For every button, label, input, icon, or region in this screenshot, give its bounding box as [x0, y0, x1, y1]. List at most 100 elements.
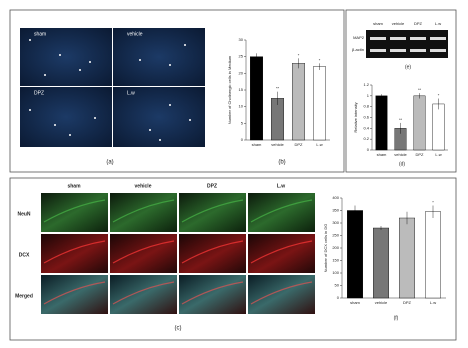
y-tick-label: 1: [367, 93, 370, 98]
annotation: *: [432, 200, 434, 205]
y-axis-label: Number of Cholinergic cells in Medium: [227, 55, 232, 124]
cell-layer: [112, 199, 175, 223]
y-tick-label: 250: [332, 233, 339, 238]
annotation: **: [276, 86, 280, 91]
frame-top-left: [9, 9, 345, 173]
micrograph: [113, 28, 205, 86]
x-tick-label: L.w: [435, 152, 441, 157]
cell-dot: [169, 104, 171, 106]
x-tick-label: sham: [350, 300, 360, 305]
micrograph: [179, 193, 246, 232]
annotation: *: [319, 57, 321, 62]
column-label: sham: [67, 183, 81, 189]
bar: [425, 211, 442, 299]
y-tick-label: 15: [239, 87, 244, 92]
x-tick-label: L.w: [430, 300, 436, 305]
x-tick-label: DPZ: [295, 142, 304, 147]
x-tick-label: DPZ: [416, 152, 425, 157]
micrograph: [41, 275, 108, 314]
group-label: vehicle: [127, 31, 143, 37]
bar: [249, 56, 263, 141]
cell-dot: [169, 64, 171, 66]
blot-row-label: β-actin: [352, 47, 364, 52]
blot-bands: [370, 37, 446, 52]
cell-layer: [112, 281, 175, 305]
micrograph: [248, 234, 315, 273]
column-label: L.w: [277, 183, 285, 189]
row-label: DCX: [19, 252, 30, 258]
cell-layer: [181, 281, 244, 305]
cell-dot: [29, 109, 31, 111]
bar: [373, 227, 390, 299]
cell-layer: [43, 281, 106, 305]
blot-column-label: L.w: [435, 21, 441, 26]
cell-layer: [250, 281, 313, 305]
cell-dot: [54, 124, 56, 126]
cell-dot: [189, 119, 191, 121]
cell-dot: [79, 69, 81, 71]
y-tick-label: 30: [239, 37, 244, 42]
cell-dot: [94, 117, 96, 119]
y-tick-label: 0.2: [363, 136, 369, 141]
annotation: **: [418, 87, 422, 92]
annotation: *: [298, 52, 300, 57]
annotation: **: [399, 117, 403, 122]
cell-dot: [59, 54, 61, 56]
y-tick-label: 1.2: [363, 82, 369, 87]
blot-column-label: DPZ: [414, 21, 423, 26]
row-label: Merged: [15, 293, 33, 299]
x-tick-label: vehicle: [271, 142, 284, 147]
y-tick-label: 5: [241, 120, 244, 125]
blot-column-label: vehicle: [392, 21, 405, 26]
y-tick-label: 0.4: [363, 125, 369, 130]
blot-row-label: MAP2: [353, 35, 365, 40]
y-axis-label: Number of DCX cells in DG: [323, 224, 328, 273]
cell-dot: [184, 44, 186, 46]
annotation: *: [438, 93, 440, 98]
cell-layer: [112, 240, 175, 264]
cell-layer: [181, 199, 244, 223]
micrograph: [110, 193, 177, 232]
cell-layer: [250, 240, 313, 264]
bar: [413, 95, 426, 151]
bar: [432, 103, 445, 151]
bar: [399, 217, 416, 299]
x-tick-label: L.w: [316, 142, 322, 147]
micrograph: [110, 275, 177, 314]
micrograph: [20, 87, 112, 147]
y-tick-label: 25: [239, 54, 244, 59]
y-tick-label: 20: [239, 70, 244, 75]
frame-bottom: [9, 177, 457, 341]
cell-dot: [139, 59, 141, 61]
micrograph: [41, 193, 108, 232]
y-tick-label: 0: [337, 295, 340, 300]
micrograph: [248, 193, 315, 232]
cell-layer: [43, 240, 106, 264]
y-tick-label: 100: [332, 270, 339, 275]
micrograph: [248, 275, 315, 314]
bar: [313, 66, 327, 141]
cell-dot: [159, 139, 161, 141]
bar: [375, 95, 388, 151]
y-tick-label: 150: [332, 258, 339, 263]
y-axis-label: Relative intensity: [353, 102, 358, 132]
micrograph: [110, 234, 177, 273]
x-tick-label: vehicle: [394, 152, 407, 157]
micrograph: [179, 234, 246, 273]
group-label: DPZ: [34, 90, 44, 96]
micrograph: [113, 87, 205, 147]
x-tick-label: sham: [377, 152, 387, 157]
blot-column-label: sham: [373, 21, 383, 26]
group-label: L.w: [127, 90, 135, 96]
y-tick-label: 400: [332, 195, 339, 200]
cell-dot: [29, 39, 31, 41]
group-label: sham: [34, 31, 46, 37]
cell-dot: [89, 61, 91, 63]
column-label: DPZ: [207, 183, 217, 189]
cell-layer: [250, 199, 313, 223]
x-tick-label: vehicle: [375, 300, 388, 305]
column-label: vehicle: [135, 183, 152, 189]
cell-dot: [44, 74, 46, 76]
bar: [292, 63, 306, 141]
